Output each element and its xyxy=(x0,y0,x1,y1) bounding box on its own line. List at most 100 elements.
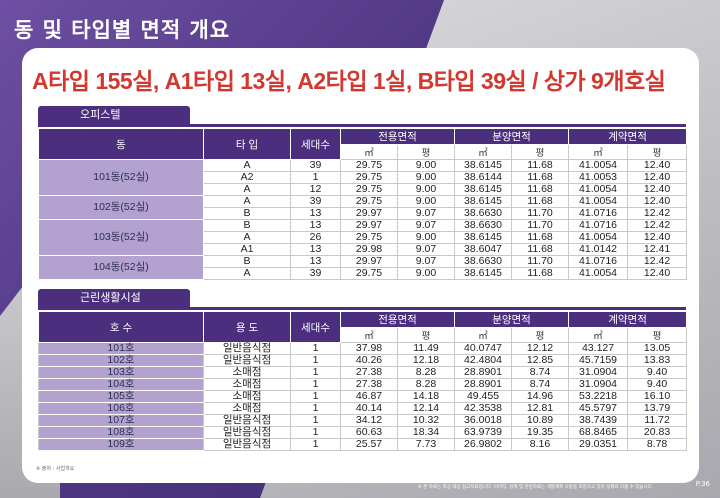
table-cell: 39 xyxy=(290,195,341,208)
table-cell: 41.0054 xyxy=(568,195,629,208)
table-cell: 29.75 xyxy=(340,183,398,196)
table-cell: 53.2218 xyxy=(568,390,629,403)
table-row: 107호 일반음식점 1 34.12 10.32 36.0018 10.89 38.7439 1… xyxy=(38,414,688,427)
unit-label: 103호 xyxy=(38,366,204,379)
table-cell: 29.97 xyxy=(340,207,398,220)
table-cell: 일반음식점 xyxy=(203,426,291,439)
table-cell: 12.40 xyxy=(627,231,688,244)
table-cell: 12.40 xyxy=(627,195,688,208)
table-cell: 13 xyxy=(290,207,341,220)
header-contract-area: 계약면적 xyxy=(568,128,688,145)
table-cell: A xyxy=(203,159,291,172)
table-cell: 12.81 xyxy=(511,402,570,415)
header-unit-pyeong: 평 xyxy=(396,144,456,160)
unit-label: 105호 xyxy=(38,390,204,403)
unit-label: 106호 xyxy=(38,402,204,415)
header-exclusive-area: 전용면적 xyxy=(339,311,456,328)
table-cell: 11.68 xyxy=(511,171,570,184)
table-cell: 9.07 xyxy=(396,219,456,232)
footnote-source: ※ 출처 : 사업개요 xyxy=(36,466,75,472)
page-title: 동 및 타입별 면적 개요 xyxy=(14,18,231,42)
table-cell: 11.72 xyxy=(627,414,688,427)
table-cell: 12.40 xyxy=(627,171,688,184)
table-cell: 일반음식점 xyxy=(203,438,291,451)
headline: A타입 155실, A1타입 13실, A2타입 1실, B타입 39실 / 상… xyxy=(32,68,666,94)
table-cell: 37.98 xyxy=(340,342,398,355)
table-row: 102동(52실) A 39 29.75 9.00 38.6145 11.68 41.0054… xyxy=(38,195,688,220)
header-contract-area: 계약면적 xyxy=(568,311,688,328)
table-cell: A xyxy=(203,195,291,208)
table-cell: 41.0716 xyxy=(568,255,629,268)
office-area-table: 동 타 입 세대수 전용면적 분양면적 계약면적 ㎡ 평 ㎡ 평 ㎡ 평 101… xyxy=(38,128,688,280)
table-cell: 45.5797 xyxy=(568,402,629,415)
table-cell: 1 xyxy=(290,342,341,355)
table-row: 101호 일반음식점 1 37.98 11.49 40.0747 12.12 43.127 13… xyxy=(38,342,688,355)
table-cell: 34.12 xyxy=(340,414,398,427)
table-cell: 29.0351 xyxy=(568,438,629,451)
header-unit-pyeong: 평 xyxy=(627,144,688,160)
table-cell: 소매점 xyxy=(203,366,291,379)
footnote-disclaimer: ※ 본 자료는 착공 대상 참고자료입니다. 이미지, 설계 및 관련자료는 개… xyxy=(418,485,654,490)
table-cell: 38.6630 xyxy=(454,255,513,268)
table-cell: 41.0053 xyxy=(568,171,629,184)
table-cell: 1 xyxy=(290,366,341,379)
table-cell: 9.07 xyxy=(396,243,456,256)
table-cell: 일반음식점 xyxy=(203,342,291,355)
table-cell: 8.16 xyxy=(511,438,570,451)
header-households: 세대수 xyxy=(290,311,341,343)
table-cell: 40.14 xyxy=(340,402,398,415)
table-cell: 13 xyxy=(290,255,341,268)
table-cell: 9.00 xyxy=(396,195,456,208)
table-cell: 38.6145 xyxy=(454,183,513,196)
table-cell: 소매점 xyxy=(203,378,291,391)
unit-label: 102호 xyxy=(38,354,204,367)
section-tab-retail: 근린생활시설 xyxy=(38,289,190,307)
table-cell: 13.79 xyxy=(627,402,688,415)
table-cell: 36.0018 xyxy=(454,414,513,427)
header-unit-pyeong: 평 xyxy=(627,327,688,343)
table-cell: 29.75 xyxy=(340,267,398,280)
table-row: A 12 29.75 9.00 38.6145 11.68 41.0054 12.40 xyxy=(39,183,688,196)
table-cell: 8.28 xyxy=(396,366,456,379)
table-cell: 1 xyxy=(290,378,341,391)
table-cell: 9.40 xyxy=(627,366,688,379)
table-cell: 60.63 xyxy=(340,426,398,439)
table-cell: 7.73 xyxy=(396,438,456,451)
table-row: A 39 29.75 9.00 38.6145 11.68 41.0054 12.40 xyxy=(39,267,688,280)
table-cell: 11.68 xyxy=(511,243,570,256)
table-cell: 25.57 xyxy=(340,438,398,451)
unit-label: 107호 xyxy=(38,414,204,427)
table-row: 109호 일반음식점 1 25.57 7.73 26.9802 8.16 29.0351 8.7… xyxy=(38,438,688,451)
header-unit-m2: ㎡ xyxy=(454,144,513,160)
table-cell: 12.42 xyxy=(627,255,688,268)
table-cell: 26.9802 xyxy=(454,438,513,451)
table-cell: 28.8901 xyxy=(454,366,513,379)
table-cell: 46.87 xyxy=(340,390,398,403)
table-cell: 12.40 xyxy=(627,267,688,280)
table-cell: 38.7439 xyxy=(568,414,629,427)
table-cell: 41.0142 xyxy=(568,243,629,256)
table-cell: A1 xyxy=(203,243,291,256)
table-cell: 8.78 xyxy=(627,438,688,451)
table-cell: 8.74 xyxy=(511,366,570,379)
table-cell: 28.8901 xyxy=(454,378,513,391)
table-cell: 13 xyxy=(290,219,341,232)
table-cell: 8.28 xyxy=(396,378,456,391)
table-row: 101동(52실) A 39 29.75 9.00 38.6145 11.68 41.0054… xyxy=(38,159,688,196)
table-cell: 45.7159 xyxy=(568,354,629,367)
section-tab-office: 오피스텔 xyxy=(38,106,190,124)
table-cell: 1 xyxy=(290,354,341,367)
table-cell: 1 xyxy=(290,414,341,427)
header-dong: 동 xyxy=(38,128,204,160)
table-cell: 10.32 xyxy=(396,414,456,427)
table-cell: 40.0747 xyxy=(454,342,513,355)
table-cell: 9.00 xyxy=(396,231,456,244)
table-cell: 12.12 xyxy=(511,342,570,355)
table-cell: 68.8465 xyxy=(568,426,629,439)
table-row: 106호 소매점 1 40.14 12.14 42.3538 12.81 45.5797 13.… xyxy=(38,402,688,415)
table-cell: 26 xyxy=(290,231,341,244)
header-households: 세대수 xyxy=(290,128,341,160)
unit-label: 104호 xyxy=(38,378,204,391)
header-unit-pyeong: 평 xyxy=(396,327,456,343)
table-cell: 9.40 xyxy=(627,378,688,391)
